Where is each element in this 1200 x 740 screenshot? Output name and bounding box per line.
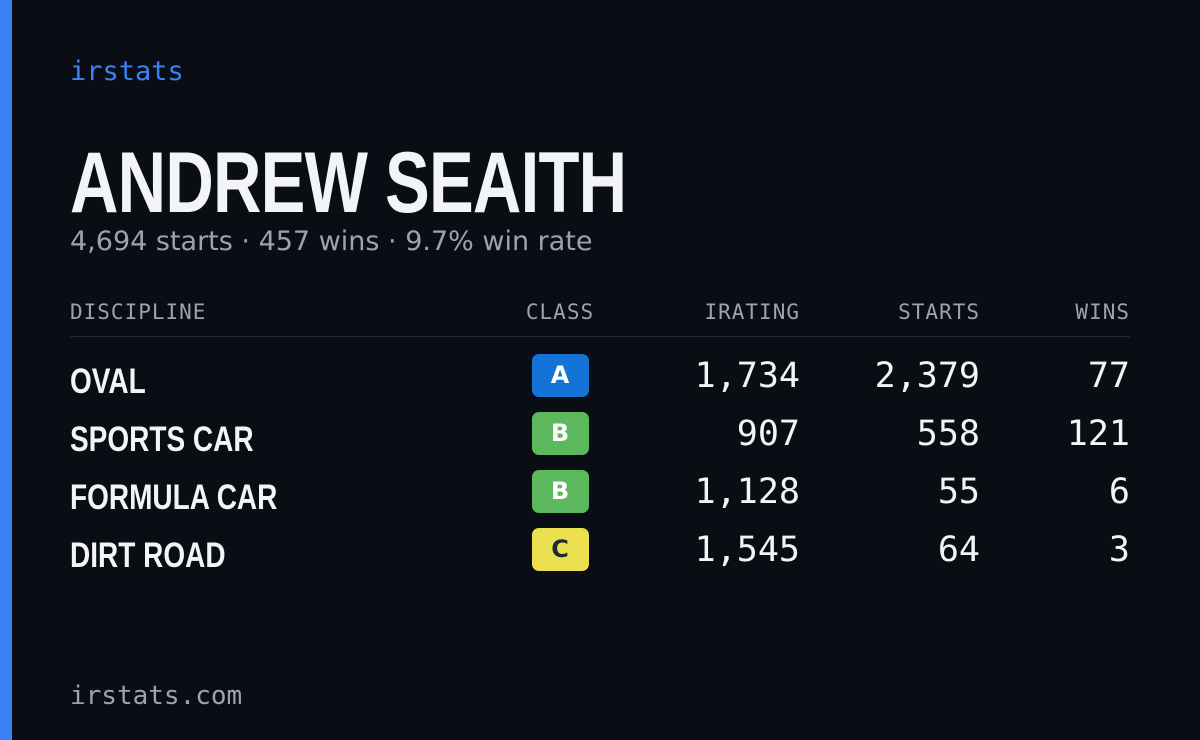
brand: irstats [70,56,184,87]
class-badge: A [531,354,589,397]
column-header: WINS [1075,300,1130,324]
irating: 907 [736,414,800,454]
starts: 2,379 [874,356,980,396]
wins: 77 [1087,356,1130,396]
driver-name: ANDREW SEAITH [70,135,627,231]
column-header: CLASS [525,300,595,324]
discipline: SPORTS CAR [70,420,254,459]
starts: 55 [937,472,980,512]
irating: 1,128 [694,472,800,512]
wins: 121 [1066,414,1130,454]
class-badge: B [531,412,589,455]
column-header: DISCIPLINE [70,300,207,324]
driver-summary: 4,694 starts · 457 wins · 9.7% win rate [70,226,593,257]
wins: 6 [1108,472,1130,512]
class-badge: B [531,470,589,513]
discipline: FORMULA CAR [70,478,278,517]
irating: 1,545 [694,530,800,570]
discipline: OVAL [70,362,146,401]
starts: 558 [916,414,980,454]
irating: 1,734 [694,356,800,396]
column-header: STARTS [898,300,980,324]
column-header: IRATING [704,300,800,324]
wins: 3 [1108,530,1130,570]
accent-bar [0,0,12,740]
class-badge: C [531,528,589,571]
starts: 64 [937,530,980,570]
header-rule [70,336,1130,337]
footer: irstats.com [70,681,243,711]
discipline: DIRT ROAD [70,536,226,575]
